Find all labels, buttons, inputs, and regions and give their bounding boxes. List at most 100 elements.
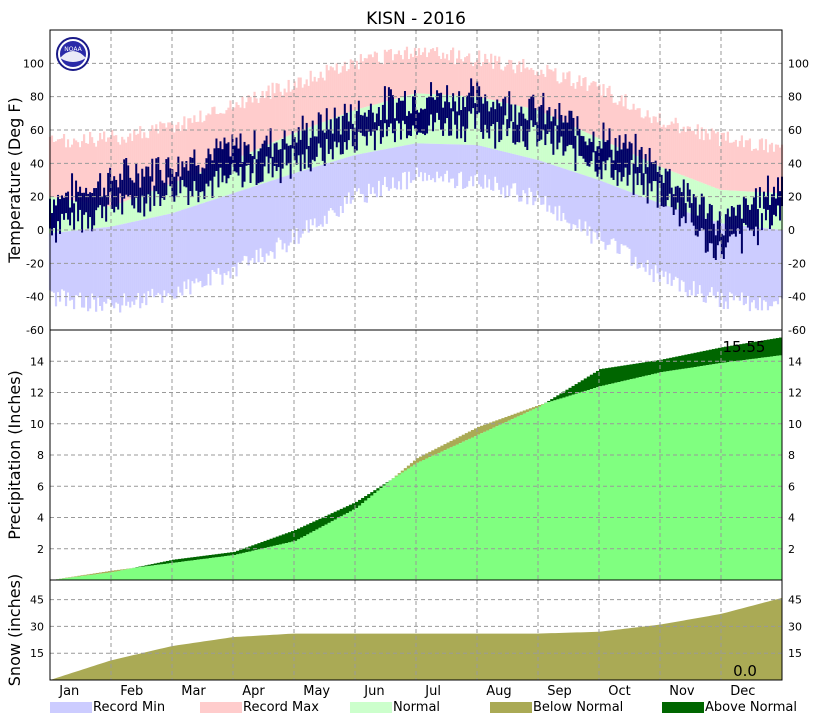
- precip-normal-bar: [355, 508, 359, 580]
- y-tick-label-right: 6: [788, 480, 795, 493]
- y-axis-label: Precipitation (Inches): [5, 370, 24, 540]
- precip-departure-bar: [267, 540, 271, 547]
- precip-normal-bar: [273, 546, 277, 580]
- precip-normal-bar: [453, 446, 457, 580]
- precip-departure-bar: [645, 362, 649, 376]
- y-tick-label-left: 30: [30, 620, 44, 633]
- precip-departure-bar: [349, 505, 353, 512]
- precip-normal-bar: [373, 493, 377, 580]
- y-axis-label: Snow (inches): [5, 574, 24, 686]
- precip-departure-bar: [633, 364, 637, 379]
- precip-normal-bar: [93, 575, 97, 580]
- precip-normal-bar: [111, 572, 115, 580]
- precip-normal-bar: [770, 357, 774, 580]
- precip-normal-bar: [450, 447, 454, 580]
- y-tick-label-left: 20: [30, 191, 44, 204]
- precip-departure-bar: [315, 520, 319, 529]
- precip-normal-bar: [425, 459, 429, 580]
- precip-normal-bar: [233, 555, 237, 580]
- precipitation-fills: [53, 338, 782, 580]
- precip-normal-bar: [129, 568, 133, 580]
- y-tick-label-left: 10: [30, 418, 44, 431]
- precip-normal-bar: [181, 562, 185, 580]
- legend-label: Record Min: [93, 700, 165, 715]
- y-tick-label-left: 8: [37, 449, 44, 462]
- precip-departure-bar: [260, 542, 264, 549]
- precip-normal-bar: [242, 553, 246, 580]
- precip-departure-bar: [517, 413, 521, 417]
- y-tick-label-left: 60: [30, 124, 44, 137]
- precip-departure-bar: [90, 574, 94, 575]
- precip-normal-bar: [99, 574, 103, 580]
- precip-normal-bar: [526, 412, 530, 580]
- precip-normal-bar: [440, 452, 444, 580]
- precip-normal-bar: [712, 364, 716, 580]
- precip-departure-bar: [672, 357, 676, 370]
- precip-departure-bar: [303, 526, 307, 536]
- precip-normal-bar: [572, 395, 576, 580]
- precip-departure-bar: [501, 418, 505, 423]
- precip-normal-bar: [584, 391, 588, 580]
- precip-departure-bar: [270, 539, 274, 547]
- precip-departure-bar: [187, 558, 191, 561]
- precip-normal-bar: [215, 557, 219, 580]
- precip-departure-bar: [328, 515, 332, 523]
- y-tick-label-right: 80: [788, 91, 802, 104]
- precip-departure-bar: [215, 554, 219, 557]
- precip-normal-bar: [697, 367, 701, 580]
- precip-normal-bar: [727, 362, 731, 580]
- precip-normal-bar: [471, 438, 475, 581]
- precip-departure-bar: [398, 473, 402, 474]
- precip-normal-bar: [178, 562, 182, 580]
- month-label: Sep: [547, 684, 572, 699]
- precip-normal-bar: [694, 367, 698, 580]
- precip-normal-bar: [547, 402, 551, 580]
- precip-departure-bar: [654, 361, 658, 374]
- precip-departure-bar: [590, 375, 594, 389]
- precip-departure-bar: [508, 416, 512, 421]
- y-tick-label-right: 2: [788, 543, 795, 556]
- y-tick-label-right: 100: [788, 57, 809, 70]
- precip-normal-bar: [401, 473, 405, 580]
- precip-departure-bar: [651, 361, 655, 374]
- precip-departure-bar: [617, 366, 621, 382]
- precip-normal-bar: [742, 360, 746, 580]
- precip-normal-bar: [721, 363, 725, 580]
- y-tick-label-left: -40: [26, 291, 44, 304]
- precip-departure-bar: [697, 352, 701, 366]
- legend-label: Record Max: [243, 700, 319, 715]
- precip-departure-bar: [309, 523, 313, 533]
- precip-normal-bar: [437, 453, 441, 580]
- precip-normal-bar: [630, 379, 634, 580]
- precip-departure-bar: [626, 365, 630, 380]
- precip-departure-bar: [462, 435, 466, 442]
- precip-normal-bar: [325, 525, 329, 580]
- precip-normal-bar: [389, 481, 393, 580]
- precip-departure-bar: [529, 408, 533, 411]
- precip-normal-bar: [175, 562, 179, 580]
- month-label: Feb: [120, 684, 143, 699]
- legend-label: Above Normal: [705, 700, 797, 715]
- precip-normal-bar: [361, 503, 365, 580]
- precip-departure-bar: [224, 553, 228, 556]
- y-tick-label-right: -20: [788, 257, 806, 270]
- precip-departure-bar: [154, 563, 158, 565]
- y-tick-label-right: 30: [788, 620, 802, 633]
- precip-normal-bar: [300, 538, 304, 580]
- precip-departure-bar: [346, 506, 350, 513]
- legend-swatch: [50, 702, 92, 713]
- precip-departure-bar: [675, 357, 679, 370]
- precip-departure-bar: [584, 378, 588, 391]
- precip-normal-bar: [343, 515, 347, 580]
- precip-departure-bar: [273, 538, 277, 546]
- precip-normal-bar: [511, 419, 515, 580]
- precip-normal-bar: [117, 571, 121, 580]
- precip-departure-bar: [434, 449, 438, 455]
- precip-departure-bar: [767, 340, 771, 357]
- precip-departure-bar: [279, 535, 283, 544]
- y-tick-label-right: 12: [788, 387, 802, 400]
- precip-departure-bar: [593, 373, 597, 388]
- precip-departure-bar: [99, 573, 103, 574]
- precip-normal-bar: [148, 566, 152, 580]
